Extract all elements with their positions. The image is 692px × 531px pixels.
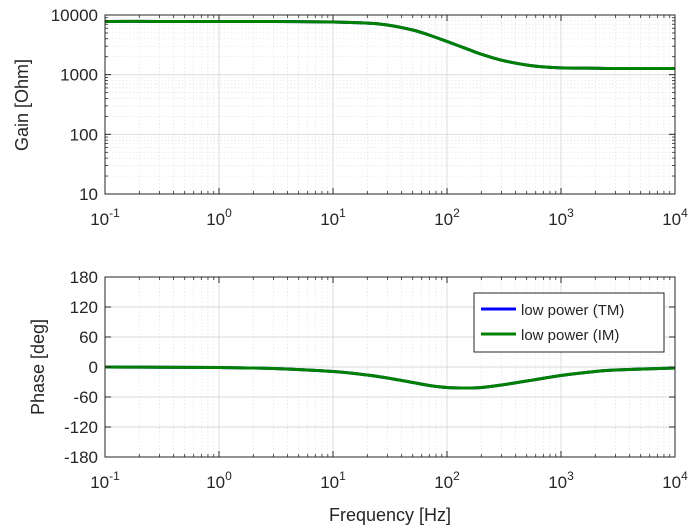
y-tick-label: 120 <box>70 298 98 317</box>
x-tick-label: 100 <box>206 206 232 229</box>
phase-series-group <box>104 365 676 390</box>
gain-series-group <box>104 19 676 70</box>
x-tick-label: 10-1 <box>90 469 120 492</box>
x-tick-label: 102 <box>434 469 460 492</box>
phase-x-tick-labels: 10-1 100 101 102 103 104 <box>90 469 688 492</box>
y-tick-label: -120 <box>64 418 98 437</box>
frequency-x-axis-label: Frequency [Hz] <box>329 505 451 525</box>
y-tick-label: -60 <box>73 388 98 407</box>
series-line-im <box>104 365 676 390</box>
y-tick-label: 180 <box>70 268 98 287</box>
x-tick-label: 101 <box>320 469 346 492</box>
phase-y-axis-label: Phase [deg] <box>28 319 48 415</box>
phase-ticks <box>104 276 676 458</box>
y-tick-label: 0 <box>89 358 98 377</box>
gain-ticks <box>104 14 676 195</box>
series-line-im <box>104 19 676 70</box>
x-tick-label: 104 <box>662 206 688 229</box>
legend-label-im: low power (IM) <box>521 327 619 344</box>
x-tick-label: 103 <box>548 206 574 229</box>
gain-y-axis-label: Gain [Ohm] <box>12 59 32 151</box>
y-tick-label: 100 <box>70 125 98 144</box>
gain-plot: 10 100 1000 10000 10-1 100 101 102 103 104 Gain … <box>12 6 688 229</box>
x-tick-label: 10-1 <box>90 206 120 229</box>
y-tick-label: 10000 <box>51 6 98 25</box>
gain-plot-area <box>105 15 675 194</box>
y-tick-label: 1000 <box>60 66 98 85</box>
phase-y-tick-labels: -180 -120 -60 0 60 120 180 <box>64 268 98 467</box>
x-tick-label: 103 <box>548 469 574 492</box>
legend-label-tm: low power (TM) <box>521 302 624 319</box>
y-tick-label: 60 <box>79 328 98 347</box>
legend-box <box>473 292 665 353</box>
legend: low power (TM) low power (IM) <box>473 292 665 353</box>
y-tick-label: 10 <box>79 185 98 204</box>
phase-plot: -180 -120 -60 0 60 120 180 10-1 100 101 102 103 104… <box>28 268 688 525</box>
gain-y-tick-labels: 10 100 1000 10000 <box>51 6 98 204</box>
gain-x-tick-labels: 10-1 100 101 102 103 104 <box>90 206 688 229</box>
x-tick-label: 102 <box>434 206 460 229</box>
x-tick-label: 101 <box>320 206 346 229</box>
x-tick-label: 104 <box>662 469 688 492</box>
gain-plot-frame <box>104 14 676 195</box>
x-tick-label: 100 <box>206 469 232 492</box>
y-tick-label: -180 <box>64 448 98 467</box>
